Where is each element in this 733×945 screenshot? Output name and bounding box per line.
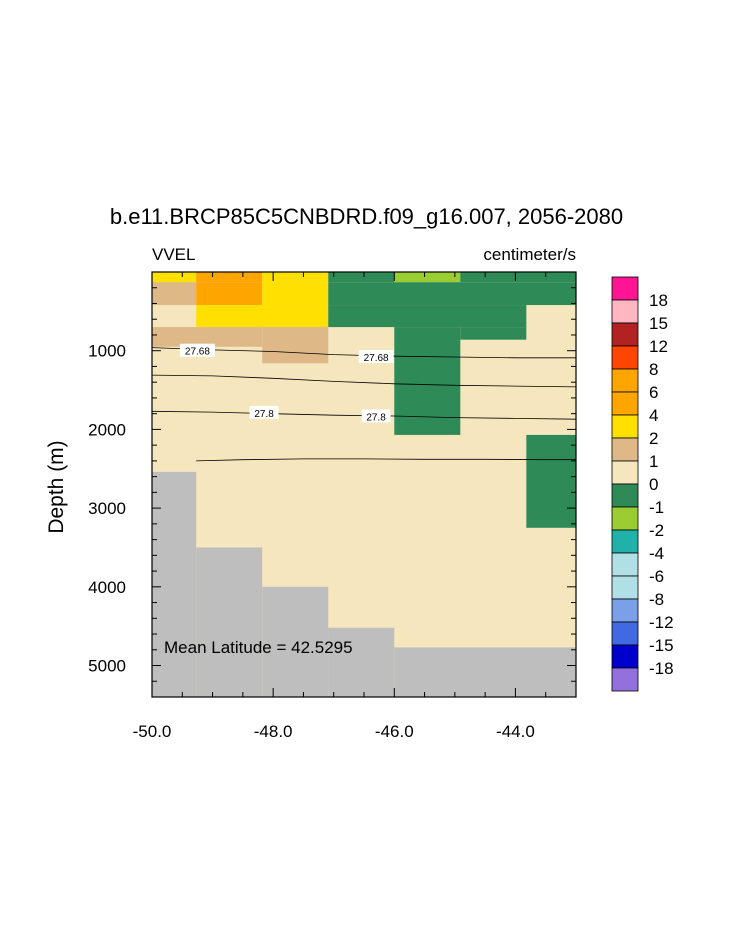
colorbar-label-7: 1 [649, 452, 658, 471]
colorbar-box-9 [611, 483, 639, 508]
colorbar-box-14 [611, 598, 639, 623]
contour-label-2-1: 27.8 [366, 412, 386, 423]
units-label: centimeter/s [483, 245, 576, 264]
data-cell-4 [394, 272, 461, 283]
contour-label-0-0: 27.68 [185, 347, 210, 358]
y-tick-label-0: 1000 [88, 342, 126, 361]
data-cell-10 [196, 305, 329, 328]
colorbar-box-1 [611, 299, 639, 324]
colorbar-box-12 [611, 552, 639, 577]
colorbar-label-6: 2 [649, 429, 658, 448]
colorbar-box-16 [611, 644, 639, 669]
data-cell-18 [196, 547, 263, 697]
colorbar-label-12: -6 [649, 567, 664, 586]
y-tick-label-1: 2000 [88, 420, 126, 439]
data-cell-20 [328, 627, 395, 697]
contour-layer: 27.68 27.68 27.8 27.8 [151, 343, 577, 462]
y-tick-label-3: 4000 [88, 578, 126, 597]
axes-layer: -50.0 -48.0 -46.0 -44.0 1000 2000 3000 4000 5000 [88, 271, 577, 741]
x-tick-label-0: -50.0 [133, 722, 172, 741]
data-cell-1 [196, 272, 263, 283]
y-tick-label-2: 3000 [88, 499, 126, 518]
colorbar-box-17 [611, 667, 639, 692]
chart-title: b.e11.BRCP85C5CNBDRD.f09_g16.007, 2056-2… [109, 204, 624, 229]
data-cell-12 [152, 327, 263, 347]
mean-latitude-annotation: Mean Latitude = 42.5295 [164, 638, 353, 657]
contour-label-2-0: 27.8 [254, 409, 274, 420]
colorbar-box-8 [611, 460, 639, 485]
colorbar-label-11: -4 [649, 544, 664, 563]
colorbar-box-7 [611, 437, 639, 462]
colorbar-label-0: 18 [649, 291, 668, 310]
colorbar-label-4: 6 [649, 383, 658, 402]
data-cell-21 [394, 647, 576, 697]
x-tick-label-1: -48.0 [254, 722, 293, 741]
colorbar-box-10 [611, 506, 639, 531]
colorbar-label-13: -8 [649, 590, 664, 609]
colorbar-box-5 [611, 391, 639, 416]
colorbar-label-3: 8 [649, 360, 658, 379]
data-cell-11 [328, 305, 527, 328]
data-cell-3 [328, 272, 395, 283]
colorbar-box-4 [611, 368, 639, 393]
colorbar-label-5: 4 [649, 406, 658, 425]
data-cell-19 [262, 586, 329, 697]
data-cell-0 [152, 272, 197, 283]
colorbar-box-15 [611, 621, 639, 646]
colorbar-label-14: -12 [649, 613, 674, 632]
y-tick-label-4: 5000 [88, 657, 126, 676]
data-cell-14 [394, 327, 461, 435]
colorbar-box-2 [611, 322, 639, 347]
x-tick-label-2: -46.0 [375, 722, 414, 741]
data-cell-7 [196, 282, 263, 306]
colorbar-label-15: -15 [649, 636, 674, 655]
colorbar-box-11 [611, 529, 639, 554]
colorbar-label-2: 12 [649, 337, 668, 356]
contour-label-0-1: 27.68 [364, 353, 389, 364]
colorbar: 18 15 12 8 6 4 2 1 0 -1 -2 -4 -6 -8 -12 -15 -18 [611, 276, 674, 692]
contour-line-1 [151, 374, 577, 388]
colorbar-box-0 [611, 276, 639, 301]
data-cell-15 [460, 327, 527, 340]
colorbar-label-8: 0 [649, 475, 658, 494]
cells-layer [152, 272, 576, 697]
x-tick-label-3: -44.0 [496, 722, 535, 741]
data-cell-16 [526, 434, 576, 528]
contour-label-box-0-0 [179, 343, 215, 357]
variable-label: VVEL [152, 245, 196, 264]
data-cell-2 [262, 272, 329, 283]
colorbar-label-1: 15 [649, 314, 668, 333]
contour-label-box-2-0 [249, 405, 279, 419]
contour-label-box-2-1 [361, 409, 391, 423]
data-cell-8 [262, 282, 329, 306]
data-cell-5 [460, 272, 576, 283]
contour-label-box-0-1 [358, 350, 394, 363]
colorbar-label-9: -1 [649, 498, 664, 517]
contour-line-3 [196, 458, 576, 462]
colorbar-label-10: -2 [649, 521, 664, 540]
data-cell-9 [328, 282, 576, 306]
colorbar-label-16: -18 [649, 659, 674, 678]
data-cell-17 [152, 471, 197, 697]
data-cell-13 [262, 327, 329, 364]
colorbar-box-13 [611, 575, 639, 600]
colorbar-box-3 [611, 345, 639, 370]
colorbar-box-6 [611, 414, 639, 439]
data-cell-6 [152, 282, 197, 306]
